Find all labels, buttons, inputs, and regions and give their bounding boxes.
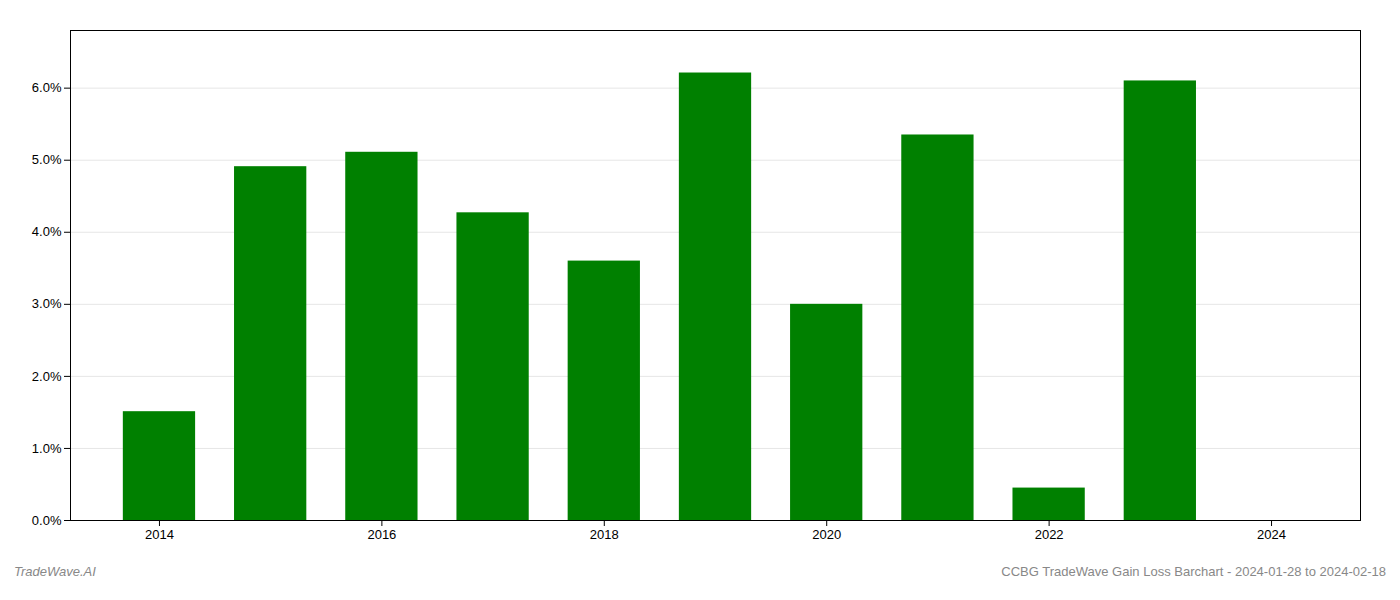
svg-text:4.0%: 4.0% — [32, 224, 62, 239]
html-text:CCBG TradeWave Gain Loss Barch: CCBG TradeWave Gain Loss Barchart - 2024… — [1001, 564, 1386, 579]
svg-text:6.0%: 6.0% — [32, 80, 62, 95]
svg-text:2014: 2014 — [145, 527, 174, 542]
svg-text:2.0%: 2.0% — [32, 369, 62, 384]
svg-text:5.0%: 5.0% — [32, 152, 62, 167]
svg-text:2024: 2024 — [1257, 527, 1286, 542]
svg-text:2020: 2020 — [812, 527, 841, 542]
html-text:TradeWave.AI: TradeWave.AI — [14, 564, 96, 579]
svg-text:2022: 2022 — [1035, 527, 1064, 542]
svg-text:2018: 2018 — [590, 527, 619, 542]
svg-text:3.0%: 3.0% — [32, 296, 62, 311]
svg-text:2016: 2016 — [367, 527, 396, 542]
svg-text:0.0%: 0.0% — [32, 513, 62, 528]
svg-text:1.0%: 1.0% — [32, 441, 62, 456]
